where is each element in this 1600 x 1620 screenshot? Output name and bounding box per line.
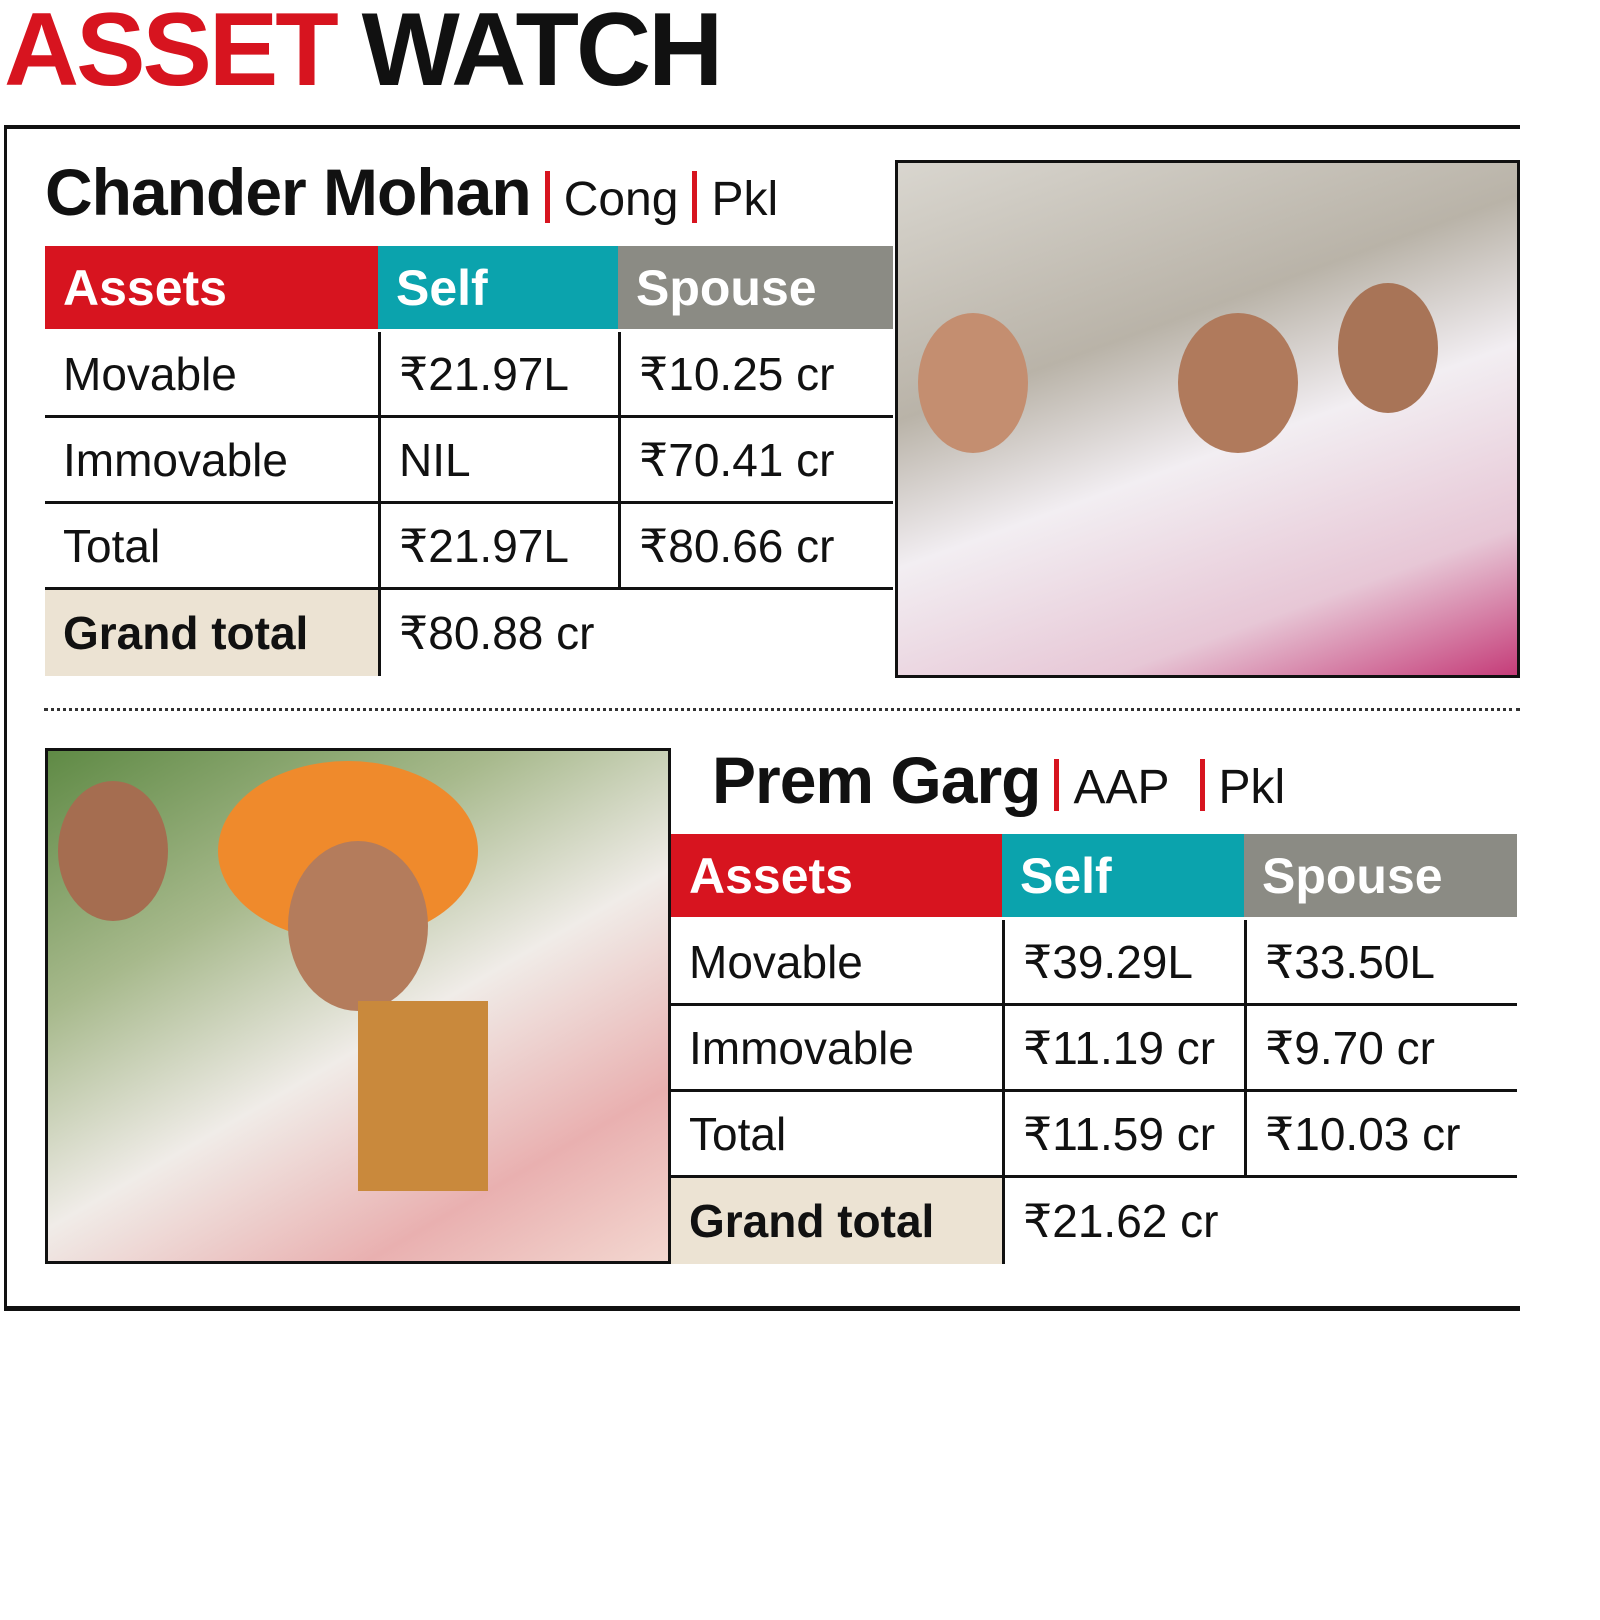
photo-book [358, 1001, 488, 1191]
place: Pkl [1218, 761, 1286, 814]
separator [1054, 759, 1060, 811]
candidate-name: Prem Garg [712, 743, 1041, 817]
photo-figure [58, 781, 168, 921]
value-cell: ₹21.97L [378, 332, 618, 418]
value-cell: ₹80.66 cr [618, 504, 893, 590]
value-cell: ₹11.59 cr [1002, 1092, 1244, 1178]
bottom-rule [4, 1306, 1520, 1311]
photo-figure [918, 313, 1028, 453]
left-rule [4, 125, 7, 1310]
title: ASSET WATCH [4, 0, 723, 102]
value-cell: NIL [378, 418, 618, 504]
party: AAP [1073, 761, 1170, 814]
grand-total-value: ₹21.62 cr [1002, 1178, 1517, 1264]
title-red: ASSET [4, 0, 339, 108]
separator [544, 171, 550, 223]
value-cell: ₹33.50L [1244, 920, 1517, 1006]
photo [895, 160, 1520, 678]
asset-table: Assets Self Spouse Movable ₹39.29L ₹33.50L Imm… [671, 834, 1517, 1264]
row-label: Movable [45, 332, 378, 418]
photo-figure [288, 841, 428, 1011]
header-cell: Spouse [1244, 834, 1517, 920]
header-cell: Assets [671, 834, 1002, 920]
place: Pkl [711, 173, 779, 226]
row-label: Total [671, 1092, 1002, 1178]
value-cell: ₹70.41 cr [618, 418, 893, 504]
candidate-heading: Chander Mohan Cong Pkl [45, 152, 778, 240]
grand-total-label: Grand total [45, 590, 378, 676]
photo-figure [1338, 283, 1438, 413]
value-cell: ₹11.19 cr [1002, 1006, 1244, 1092]
separator [1199, 759, 1205, 811]
header-cell: Self [378, 246, 618, 332]
separator [692, 171, 698, 223]
value-cell: ₹10.03 cr [1244, 1092, 1517, 1178]
candidate-name: Chander Mohan [45, 155, 532, 229]
value-cell: ₹9.70 cr [1244, 1006, 1517, 1092]
value-cell: ₹21.97L [378, 504, 618, 590]
header-cell: Assets [45, 246, 378, 332]
row-label: Total [45, 504, 378, 590]
header-cell: Self [1002, 834, 1244, 920]
grand-total-value: ₹80.88 cr [378, 590, 893, 676]
asset-table: Assets Self Spouse Movable ₹21.97L ₹10.25 cr I… [45, 246, 893, 676]
row-label: Immovable [671, 1006, 1002, 1092]
row-label: Movable [671, 920, 1002, 1006]
grand-total-label: Grand total [671, 1178, 1002, 1264]
photo [45, 748, 671, 1264]
photo-figure [1178, 313, 1298, 453]
divider [44, 708, 1520, 711]
title-black: WATCH [361, 0, 724, 108]
value-cell: ₹39.29L [1002, 920, 1244, 1006]
top-rule [4, 125, 1520, 129]
value-cell: ₹10.25 cr [618, 332, 893, 418]
candidate-heading: Prem Garg AAP Pkl [712, 740, 1285, 828]
row-label: Immovable [45, 418, 378, 504]
header-cell: Spouse [618, 246, 893, 332]
party: Cong [563, 173, 679, 226]
